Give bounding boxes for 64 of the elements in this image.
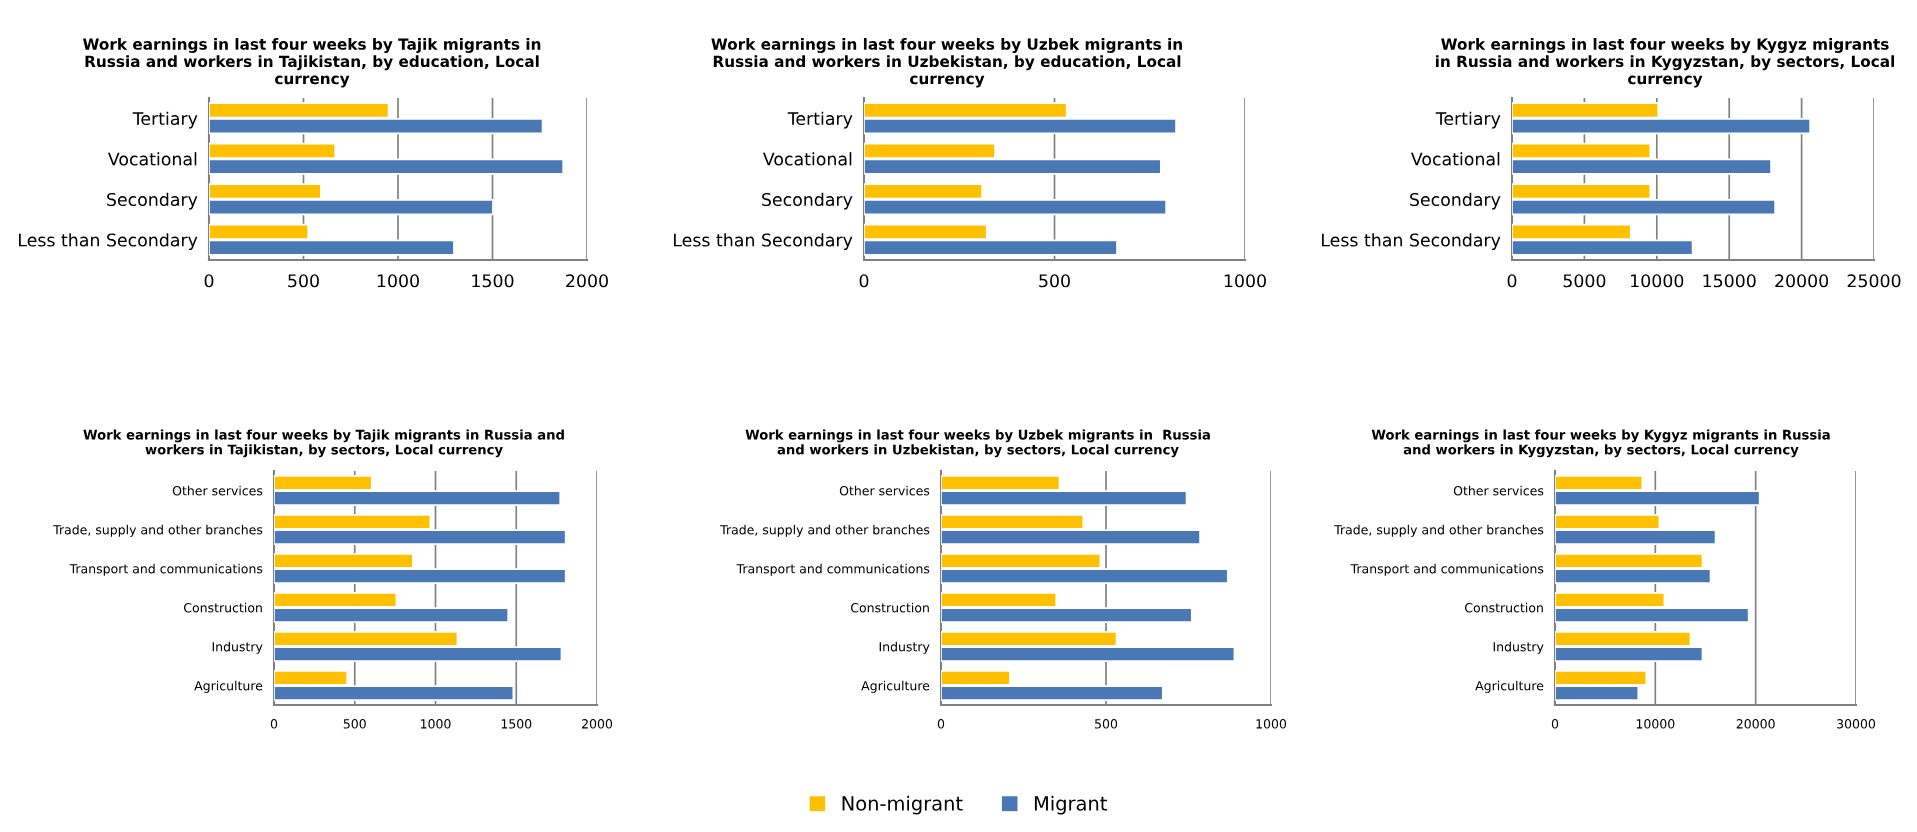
x-tick-label: 10000 [1636, 719, 1675, 729]
x-tick-label: 1500 [501, 719, 532, 729]
y-tick-label: Less than Secondary [19, 233, 198, 250]
y-tick-label: Vocational [1410, 152, 1500, 166]
x-tick-label: 15000 [1703, 274, 1756, 288]
chart-title: Work earnings in last four weeks by Uzbek migrants in Russia and workers in Uzbekistan, by sectors, Local currency [745, 429, 1210, 458]
y-tick-label: Vocational [107, 152, 197, 166]
x-tick-label: 20000 [1736, 719, 1775, 729]
x-tick-label: 500 [1039, 274, 1070, 288]
y-tick-label: Industry [1493, 641, 1544, 654]
x-tick-label: 2000 [566, 274, 608, 288]
x-tick-label: 0 [270, 719, 278, 729]
y-tick-label: Agriculture [1475, 680, 1544, 693]
y-tick-label: Construction [184, 602, 262, 613]
y-tick-label: Agriculture [194, 680, 263, 693]
x-tick-label: 0 [1507, 274, 1517, 288]
y-tick-label: Less than Secondary [1322, 233, 1501, 250]
y-tick-label: Trade, supply and other branches [1334, 524, 1544, 537]
y-tick-label: Trade, supply and other branches [720, 524, 930, 537]
chart-title: Work earnings in last four weeks by Tajik migrants in Russia and workers in Tajikistan, by education, Local currency [83, 38, 541, 88]
x-tick-label: 1000 [1256, 719, 1287, 729]
y-tick-label: Construction [851, 602, 929, 613]
y-tick-label: Industry [879, 641, 930, 654]
y-tick-label: Secondary [1410, 192, 1501, 210]
x-tick-label: 2000 [582, 719, 613, 729]
x-tick-label: 30000 [1837, 719, 1876, 729]
x-tick-label: 1000 [377, 274, 419, 288]
y-tick-label: Industry [212, 641, 263, 654]
y-tick-label: Tertiary [1435, 111, 1501, 129]
y-tick-label: Transport and communications [736, 563, 930, 576]
y-tick-label: Secondary [762, 192, 853, 210]
y-tick-label: Less than Secondary [674, 233, 853, 250]
y-tick-label: Construction [1465, 602, 1543, 613]
y-tick-label: Secondary [107, 192, 198, 210]
x-tick-label: 500 [343, 719, 366, 729]
chart-title: Work earnings in last four weeks by Tajik migrants in Russia and workers in Tajikistan, by sectors, Local currency [83, 429, 564, 458]
chart-title: Work earnings in last four weeks by Kygyz migrants in Russia and workers in Kygyzstan, by sectors, Local currency [1435, 38, 1895, 88]
x-tick-label: 1000 [1224, 274, 1266, 288]
y-tick-label: Transport and communications [1350, 563, 1544, 576]
y-tick-label: Vocational [762, 152, 852, 166]
x-tick-label: 500 [1095, 719, 1118, 729]
x-tick-label: 500 [288, 274, 319, 288]
y-tick-label: Other services [1453, 485, 1544, 496]
x-tick-label: 0 [859, 274, 869, 288]
x-tick-label: 25000 [1847, 274, 1901, 288]
x-tick-label: 0 [1551, 719, 1559, 729]
y-tick-label: Tertiary [787, 111, 853, 129]
legend-label: Non-migrant [842, 795, 963, 815]
y-tick-label: Tertiary [132, 111, 198, 129]
legend-label: Migrant [1034, 795, 1107, 815]
y-tick-label: Agriculture [861, 680, 930, 693]
y-tick-label: Other services [839, 485, 930, 496]
chart-title: Work earnings in last four weeks by Kygyz migrants in Russia and workers in Kygyzstan, by sectors, Local currency [1371, 429, 1830, 458]
x-tick-label: 0 [937, 719, 945, 729]
x-tick-label: 1500 [472, 274, 514, 288]
x-tick-label: 20000 [1775, 274, 1829, 288]
y-tick-label: Transport and communications [69, 563, 263, 576]
x-tick-label: 1000 [420, 719, 451, 729]
y-tick-label: Other services [172, 485, 263, 496]
chart-title: Work earnings in last four weeks by Uzbek migrants in Russia and workers in Uzbekistan, by education, Local currency [711, 38, 1182, 88]
x-tick-label: 5000 [1563, 274, 1606, 288]
y-tick-label: Trade, supply and other branches [53, 524, 263, 537]
x-tick-label: 0 [204, 274, 214, 288]
x-tick-label: 10000 [1631, 274, 1684, 288]
